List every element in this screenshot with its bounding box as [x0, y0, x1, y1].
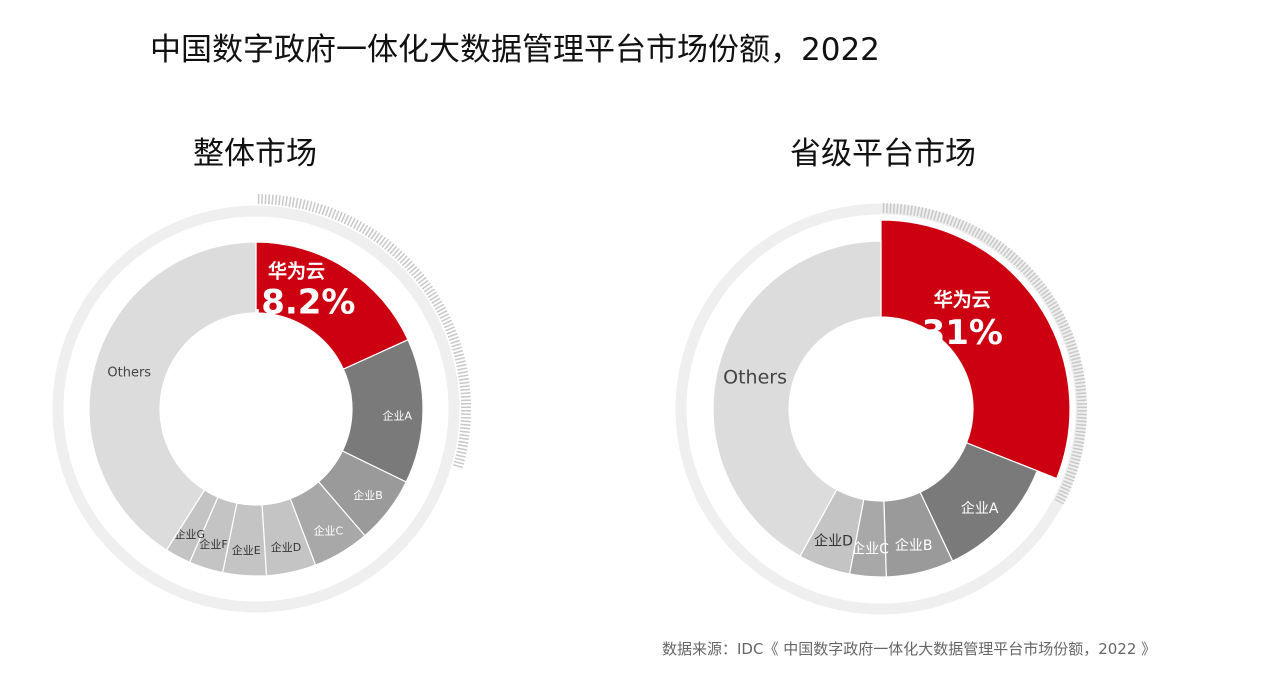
- slice-huawei-cloud: [880, 219, 1071, 480]
- outer-ring: [52, 205, 460, 613]
- slice-label-企业e: 企业E: [232, 543, 261, 557]
- slice-label-others: Others: [107, 366, 151, 381]
- outer-ring: [675, 203, 1087, 615]
- slice-label-企业d: 企业D: [271, 540, 301, 554]
- slice-label-企业b: 企业B: [353, 488, 383, 502]
- chart-title-provincial: 省级平台市场: [790, 136, 976, 172]
- highlight-hatch-arc: [882, 203, 1087, 505]
- page-title: 中国数字政府一体化大数据管理平台市场份额，2022: [150, 32, 880, 68]
- chart-title-overall: 整体市场: [193, 136, 317, 172]
- slice-label-huawei-cloud: 华为云: [934, 288, 991, 311]
- slice-label-企业d: 企业D: [814, 533, 853, 550]
- slice-label-企业b: 企业B: [895, 537, 933, 554]
- source-note: 数据来源：IDC《 中国数字政府一体化大数据管理平台市场份额，2022 》: [662, 640, 1157, 658]
- slice-label-企业a: 企业A: [383, 409, 413, 423]
- slice-label-企业c: 企业C: [314, 523, 344, 537]
- donut-hole: [790, 318, 972, 500]
- slice-others: [88, 241, 257, 551]
- slice-label-others: Others: [723, 366, 787, 388]
- slice-label-企业c: 企业C: [851, 540, 889, 557]
- slice-label-企业g: 企业G: [175, 527, 206, 541]
- donut-hole: [161, 314, 351, 504]
- slice-label-企业a: 企业A: [961, 500, 999, 517]
- slice-label-huawei-cloud: 华为云: [268, 260, 325, 283]
- highlight-hatch-arc: [257, 194, 471, 471]
- slice-others: [712, 240, 882, 558]
- slice-label-企业f: 企业F: [199, 537, 227, 551]
